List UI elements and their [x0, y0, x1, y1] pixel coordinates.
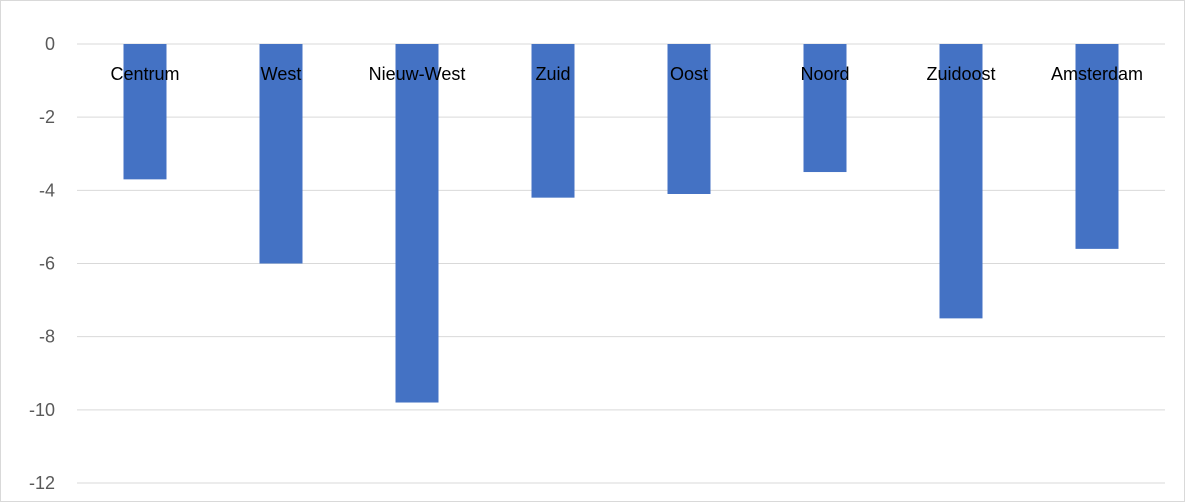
- y-tick-label: -10: [29, 400, 55, 420]
- bar-zuid: [531, 44, 575, 198]
- bars: [123, 44, 1119, 403]
- category-label: Noord: [800, 64, 849, 84]
- y-tick-label: 0: [45, 34, 55, 54]
- y-tick-label: -8: [39, 327, 55, 347]
- category-label: Oost: [670, 64, 708, 84]
- bar-west: [259, 44, 303, 264]
- category-label: Centrum: [110, 64, 179, 84]
- gridlines: [77, 43, 1165, 484]
- y-tick-label: -12: [29, 473, 55, 493]
- y-tick-label: -4: [39, 180, 55, 200]
- category-labels: Centrum West Nieuw-West Zuid Oost Noord Zuidoo…: [110, 64, 1143, 84]
- bar-nieuw-west: [395, 44, 439, 403]
- y-axis-tick-labels: 0 -2 -4 -6 -8 -10 -12: [29, 34, 55, 493]
- category-label: Amsterdam: [1051, 64, 1143, 84]
- bar-noord: [803, 44, 847, 173]
- bar-centrum: [123, 44, 167, 180]
- category-label: West: [261, 64, 302, 84]
- category-label: Nieuw-West: [369, 64, 466, 84]
- category-label: Zuidoost: [926, 64, 995, 84]
- bar-zuidoost: [939, 44, 983, 319]
- y-tick-label: -6: [39, 254, 55, 274]
- y-tick-label: -2: [39, 107, 55, 127]
- bar-oost: [667, 44, 711, 194]
- bar-amsterdam: [1075, 44, 1119, 249]
- category-label: Zuid: [535, 64, 570, 84]
